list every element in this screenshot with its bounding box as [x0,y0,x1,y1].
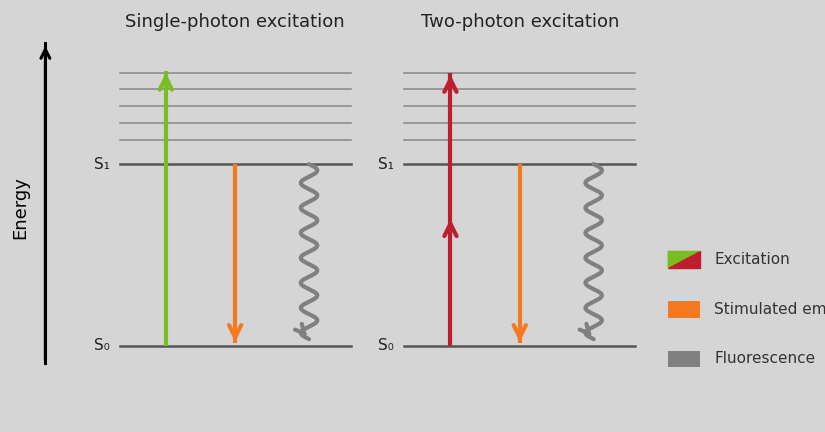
Text: S₁: S₁ [94,157,110,172]
Text: Excitation: Excitation [714,252,790,267]
Polygon shape [668,251,700,268]
Bar [668,351,700,367]
Text: S₁: S₁ [379,157,394,172]
Polygon shape [668,251,700,268]
Text: Energy: Energy [12,176,30,239]
Text: Stimulated emission: Stimulated emission [714,302,825,317]
Text: Two-photon excitation: Two-photon excitation [421,13,619,31]
Text: Fluorescence: Fluorescence [714,352,816,366]
Bar [668,301,700,318]
Text: S₀: S₀ [379,338,394,353]
Text: Single-photon excitation: Single-photon excitation [125,13,345,31]
Text: S₀: S₀ [94,338,110,353]
